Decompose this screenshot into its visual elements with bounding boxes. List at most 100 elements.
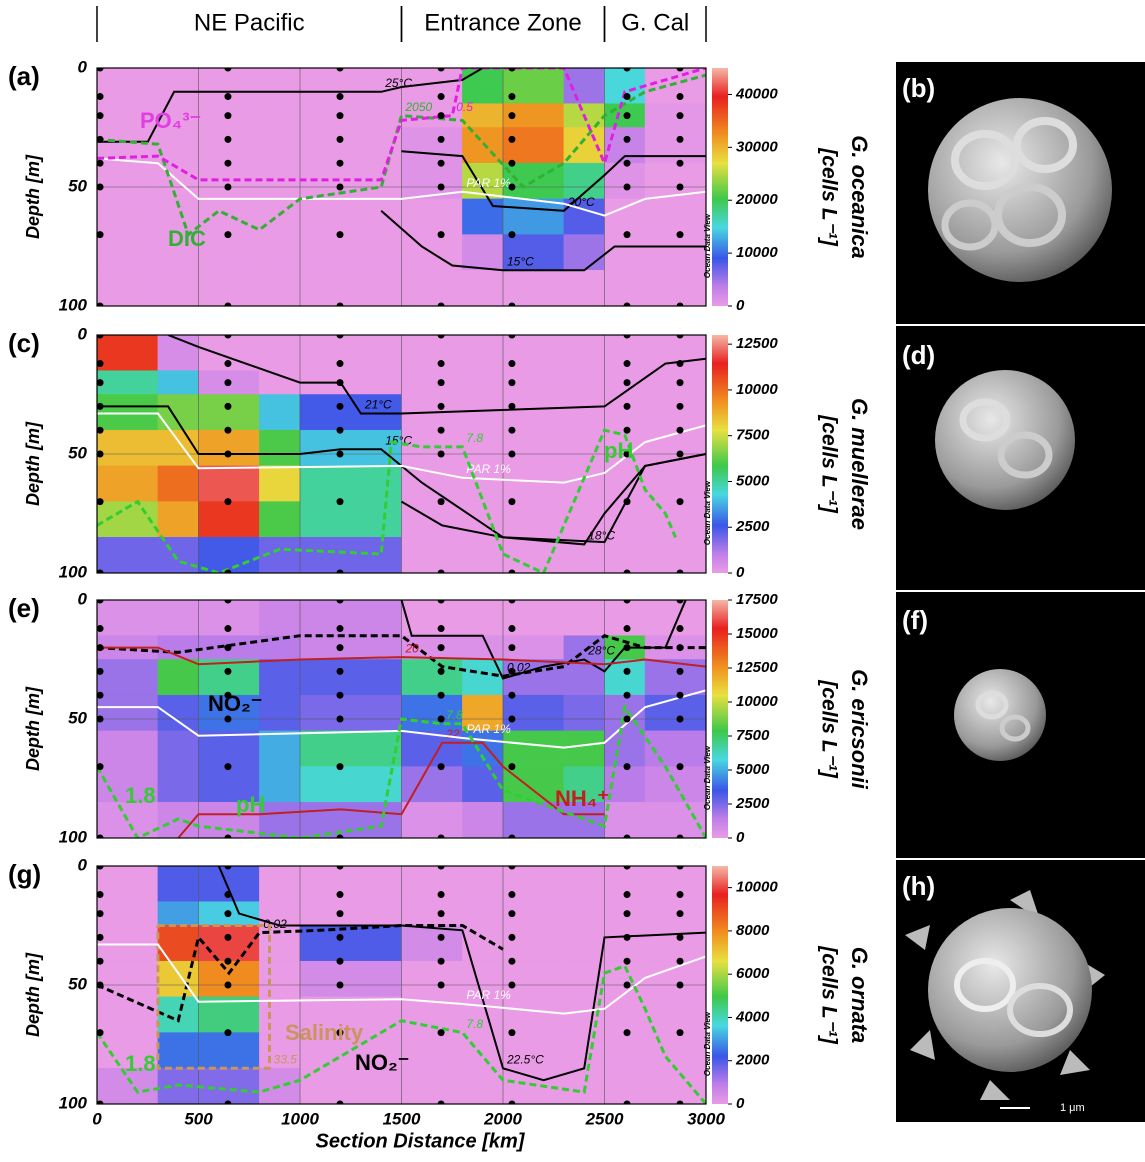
panel-label: (a) [8, 61, 40, 91]
sample-point [677, 231, 684, 238]
sample-point [224, 644, 231, 651]
heatmap-cell [564, 926, 605, 962]
region-label: NE Pacific [194, 9, 305, 36]
sample-point [677, 692, 684, 699]
heatmap-cell [259, 430, 300, 466]
heatmap-cell [97, 335, 158, 371]
sample-point [224, 93, 231, 100]
x-tick-label: 500 [184, 1109, 213, 1128]
colorbar-tick-label: 2500 [735, 795, 770, 812]
heatmap-cell [645, 902, 706, 926]
sample-point [438, 625, 445, 632]
heatmap-cell [158, 600, 199, 636]
sample-point [677, 451, 684, 458]
contour-label: 22.5°C [506, 1052, 544, 1066]
heatmap-cell [97, 600, 158, 636]
annotation: 1.8 [125, 783, 156, 808]
annotation: NO₂⁻ [208, 691, 262, 716]
sample-point [224, 112, 231, 119]
x-tick-label: 3000 [687, 1109, 725, 1128]
heatmap-cell [402, 660, 463, 696]
heatmap-cell [158, 767, 199, 803]
colorbar-label: [cells L⁻¹] [817, 147, 840, 246]
heatmap-cell [199, 128, 260, 164]
sample-point [624, 644, 631, 651]
heatmap-cell [199, 199, 260, 235]
image-panel-label: (d) [902, 340, 935, 370]
heatmap-cell [402, 802, 463, 838]
heatmap-cell [97, 997, 158, 1033]
heatmap-cell [158, 395, 199, 431]
sample-point [508, 625, 515, 632]
sample-point [336, 891, 343, 898]
sample-point [336, 403, 343, 410]
heatmap-cell [97, 430, 158, 466]
heatmap-cell [605, 1068, 646, 1104]
heatmap-cell [462, 767, 503, 803]
sample-point [624, 160, 631, 167]
sample-point [224, 934, 231, 941]
heatmap-cell [300, 600, 402, 636]
image-panel-label: (f) [902, 605, 928, 635]
sample-point [677, 625, 684, 632]
sample-point [508, 427, 515, 434]
heatmap-cell [158, 502, 199, 538]
heatmap-cell [97, 731, 158, 767]
sample-point [224, 427, 231, 434]
heatmap-cell [564, 866, 605, 902]
sample-point [224, 403, 231, 410]
heatmap-cell [300, 961, 402, 997]
contour-label: 7.8 [466, 1017, 483, 1031]
sample-point [438, 692, 445, 699]
region-label: Entrance Zone [424, 9, 581, 36]
y-tick-label: 100 [59, 295, 88, 314]
heatmap-cell [97, 371, 158, 395]
heatmap-cell [97, 163, 158, 199]
y-tick-label: 50 [68, 708, 87, 727]
sample-point [624, 692, 631, 699]
y-axis-label: Depth [m] [23, 952, 43, 1037]
heatmap-cell [259, 600, 300, 636]
heatmap-cell [645, 68, 706, 104]
heatmap-cell [462, 128, 503, 164]
watermark: Ocean Data View [703, 480, 712, 545]
plot-area: 25°C20°C15°CPAR 1%20500.5 [97, 65, 706, 310]
sample-point [508, 692, 515, 699]
sample-point [336, 716, 343, 723]
sample-point [224, 498, 231, 505]
colorbar-tick-label: 0 [736, 564, 745, 581]
heatmap-cell [605, 1033, 646, 1069]
sample-point [438, 160, 445, 167]
species-label: G. ericsonii [847, 669, 872, 790]
heatmap-cell [645, 802, 706, 838]
sample-point [224, 716, 231, 723]
colorbar-tick-label: 6000 [736, 965, 770, 982]
sample-point [624, 668, 631, 675]
plot-area: 0.0228°C2022PAR 1%7.8 [97, 597, 706, 842]
heatmap-cell [605, 997, 646, 1033]
sample-point [438, 360, 445, 367]
sample-point [336, 360, 343, 367]
sample-point [336, 958, 343, 965]
heatmap-cell [300, 802, 402, 838]
heatmap-cell [158, 466, 199, 502]
sample-point [224, 625, 231, 632]
heatmap-cell [300, 866, 402, 902]
sample-point [624, 379, 631, 386]
species-label: G. oceanica [847, 135, 872, 259]
heatmap-cell [645, 104, 706, 128]
heatmap-cell [462, 600, 503, 636]
heatmap-cell [259, 235, 300, 271]
colorbar-tick-label: 17500 [736, 591, 778, 608]
heatmap-cell [462, 371, 503, 395]
y-tick-label: 100 [59, 1093, 88, 1112]
heatmap-cell [158, 371, 199, 395]
heatmap-cell [605, 270, 646, 306]
sample-point [624, 136, 631, 143]
image-panel-label: (h) [902, 871, 935, 901]
sample-point [336, 982, 343, 989]
sample-point [438, 93, 445, 100]
sample-point [677, 360, 684, 367]
heatmap-cell [158, 270, 199, 306]
heatmap-cell [402, 866, 463, 902]
